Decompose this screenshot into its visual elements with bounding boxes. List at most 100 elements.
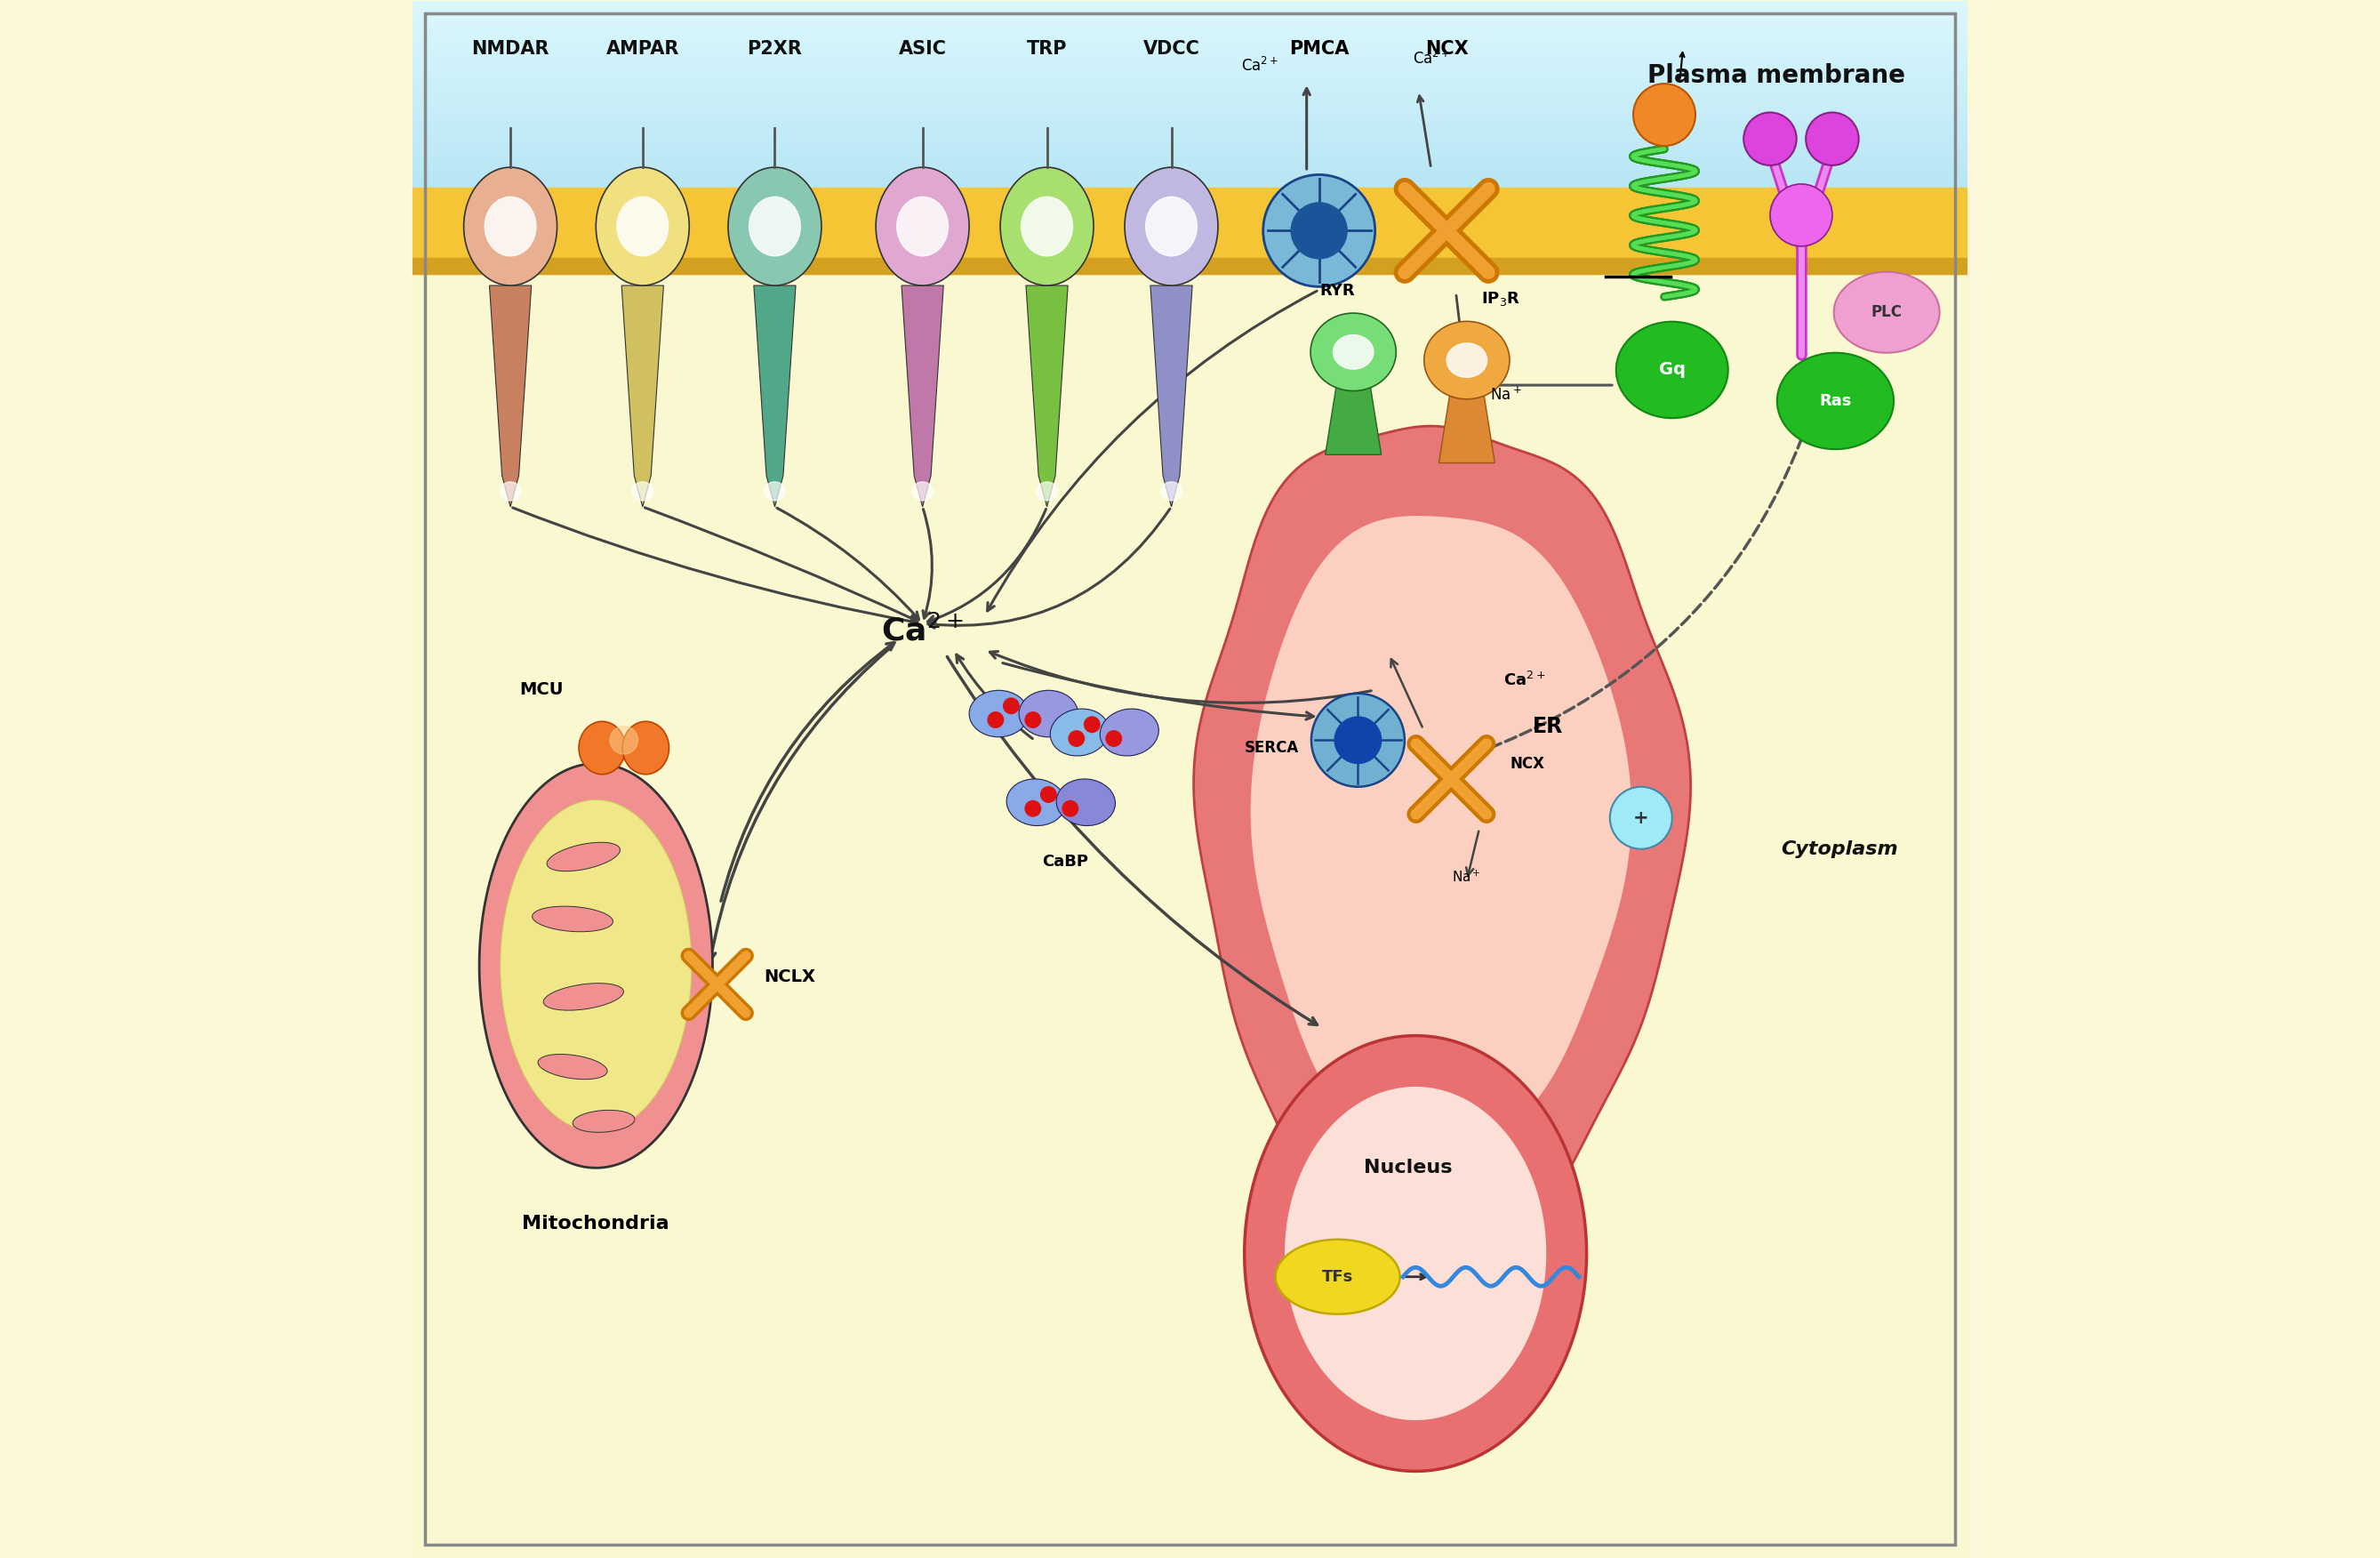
Ellipse shape [1035, 481, 1057, 500]
Bar [412, 51, 1968, 55]
Text: NCLX: NCLX [764, 968, 816, 985]
Text: ER: ER [1533, 715, 1564, 737]
Circle shape [1107, 731, 1121, 746]
Ellipse shape [1057, 779, 1116, 826]
Bar [412, 123, 1968, 126]
Bar [412, 11, 1968, 14]
Bar [412, 117, 1968, 120]
Ellipse shape [616, 196, 669, 256]
Bar [412, 23, 1968, 26]
Text: TFs: TFs [1321, 1268, 1354, 1285]
Circle shape [1264, 174, 1376, 287]
Bar [412, 189, 1968, 274]
Circle shape [1040, 787, 1057, 802]
Circle shape [1026, 801, 1040, 816]
Ellipse shape [547, 843, 621, 871]
Bar [412, 58, 1968, 61]
Circle shape [1061, 801, 1078, 816]
Bar [412, 39, 1968, 42]
Text: Plasma membrane: Plasma membrane [1647, 64, 1906, 89]
Ellipse shape [1000, 167, 1092, 285]
Circle shape [1085, 717, 1100, 732]
Bar [412, 8, 1968, 11]
Circle shape [1311, 693, 1404, 787]
Ellipse shape [633, 481, 652, 500]
Bar [412, 179, 1968, 182]
Text: NCX: NCX [1511, 756, 1545, 771]
Ellipse shape [486, 196, 536, 256]
Text: ASIC: ASIC [900, 41, 947, 58]
Bar [412, 42, 1968, 45]
Bar [412, 104, 1968, 108]
Bar [412, 17, 1968, 20]
Ellipse shape [595, 167, 690, 285]
Ellipse shape [533, 907, 614, 932]
Ellipse shape [1835, 273, 1940, 352]
Ellipse shape [1616, 321, 1728, 418]
Bar [412, 167, 1968, 170]
Bar [412, 67, 1968, 70]
Text: TRP: TRP [1026, 41, 1066, 58]
Bar [412, 26, 1968, 30]
Bar [412, 20, 1968, 23]
Polygon shape [1150, 285, 1192, 506]
Bar [412, 86, 1968, 89]
Ellipse shape [1021, 196, 1073, 256]
Polygon shape [1195, 425, 1690, 1240]
Ellipse shape [1423, 321, 1509, 399]
Text: Na$^+$: Na$^+$ [1490, 386, 1521, 404]
Bar [412, 126, 1968, 129]
Ellipse shape [876, 167, 969, 285]
Text: Nucleus: Nucleus [1364, 1159, 1452, 1176]
Bar [412, 33, 1968, 36]
Circle shape [609, 726, 638, 754]
Text: Ca$^{2+}$: Ca$^{2+}$ [881, 615, 964, 647]
Text: VDCC: VDCC [1142, 41, 1200, 58]
Ellipse shape [1447, 343, 1488, 377]
Polygon shape [754, 285, 795, 506]
Bar [412, 108, 1968, 111]
Text: PLC: PLC [1871, 304, 1902, 321]
Circle shape [1335, 717, 1380, 763]
Bar [412, 61, 1968, 64]
Polygon shape [1283, 1086, 1547, 1421]
Polygon shape [490, 285, 531, 506]
Text: SERCA: SERCA [1245, 740, 1299, 756]
Bar [412, 259, 1968, 274]
Text: Cytoplasm: Cytoplasm [1780, 840, 1897, 858]
Text: Ca$^{2+}$: Ca$^{2+}$ [1504, 671, 1545, 689]
Bar [412, 142, 1968, 145]
Polygon shape [1026, 285, 1069, 506]
Text: P2XR: P2XR [747, 41, 802, 58]
Text: IP$_3$R: IP$_3$R [1480, 290, 1521, 307]
Ellipse shape [500, 481, 521, 500]
Ellipse shape [1100, 709, 1159, 756]
Bar [412, 132, 1968, 136]
Bar [412, 129, 1968, 132]
Ellipse shape [969, 690, 1028, 737]
Ellipse shape [578, 721, 626, 774]
Ellipse shape [464, 167, 557, 285]
Polygon shape [1326, 385, 1380, 455]
Text: Ras: Ras [1818, 393, 1852, 410]
Ellipse shape [538, 1055, 607, 1080]
Bar [412, 139, 1968, 142]
Circle shape [1806, 112, 1859, 165]
Circle shape [1026, 712, 1040, 728]
Bar [412, 160, 1968, 164]
Text: Ca$^{2+}$: Ca$^{2+}$ [1242, 58, 1278, 75]
Text: Na$^+$: Na$^+$ [1452, 869, 1480, 885]
Bar [412, 95, 1968, 98]
Bar [412, 170, 1968, 173]
Bar [412, 182, 1968, 185]
Circle shape [1290, 203, 1347, 259]
Bar [412, 14, 1968, 17]
Bar [412, 73, 1968, 76]
Circle shape [1069, 731, 1085, 746]
Text: CaBP: CaBP [1042, 854, 1088, 869]
Text: +: + [1633, 809, 1649, 827]
Ellipse shape [728, 167, 821, 285]
Bar [412, 2, 1968, 5]
Ellipse shape [1333, 335, 1373, 369]
Bar [412, 185, 1968, 189]
